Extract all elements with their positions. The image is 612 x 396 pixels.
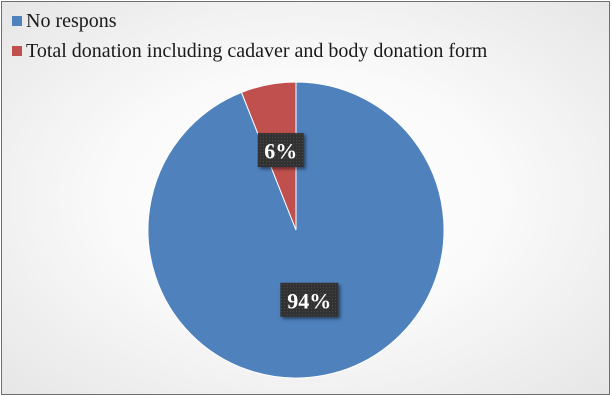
data-label-text-total-donation: 6%	[264, 139, 297, 164]
legend-label-no-respons: No respons	[26, 9, 117, 32]
data-label-box-total-donation	[257, 133, 304, 168]
legend-label-total-donation: Total donation including cadaver and bod…	[26, 39, 488, 62]
legend-item-no-respons: No respons	[12, 6, 487, 36]
legend: No respons Total donation including cada…	[12, 6, 487, 66]
legend-item-total-donation: Total donation including cadaver and bod…	[12, 36, 487, 66]
data-label-text-no-respons: 94%	[287, 288, 331, 313]
legend-swatch-total-donation	[12, 46, 22, 56]
pie-slices	[147, 81, 445, 379]
data-label-box-no-respons	[280, 282, 339, 317]
legend-swatch-no-respons	[12, 16, 22, 26]
data-label-total-donation: 6%	[257, 133, 304, 168]
data-label-no-respons: 94%	[280, 282, 339, 317]
